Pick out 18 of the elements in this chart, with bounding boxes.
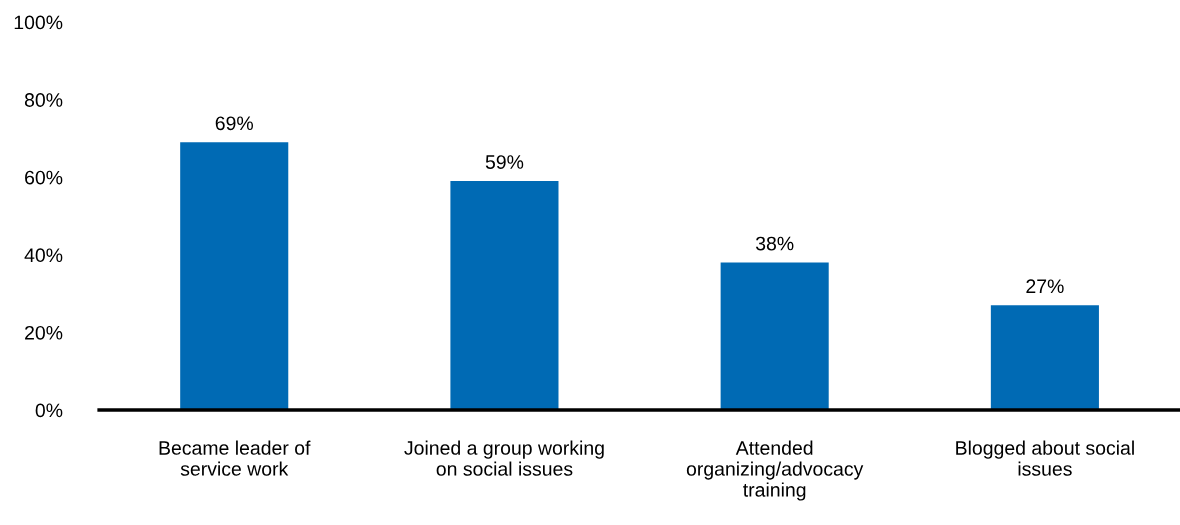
bar bbox=[450, 181, 559, 411]
data-label: 69% bbox=[215, 116, 253, 131]
bar bbox=[990, 305, 1099, 411]
y-tick-label: 80% bbox=[24, 93, 63, 107]
x-tick-label: Became leader of service work bbox=[159, 440, 311, 476]
data-label: 38% bbox=[755, 236, 794, 251]
bar bbox=[180, 142, 289, 411]
y-tick-label: 40% bbox=[24, 248, 63, 263]
x-tick-label: Blogged about social issues bbox=[956, 440, 1134, 476]
y-tick-label: 20% bbox=[25, 325, 63, 340]
y-tick-label: 60% bbox=[25, 170, 63, 185]
y-tick-label: 100% bbox=[14, 15, 63, 30]
x-tick-label: Attended organizing/advocacy training bbox=[686, 440, 864, 501]
bar bbox=[720, 262, 829, 411]
data-label: 59% bbox=[485, 155, 524, 169]
data-label: 27% bbox=[1026, 279, 1064, 294]
y-tick-label: 0% bbox=[35, 403, 63, 418]
x-tick-label: Joined a group working on social issues bbox=[404, 440, 604, 476]
